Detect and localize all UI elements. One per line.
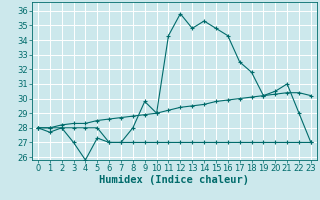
X-axis label: Humidex (Indice chaleur): Humidex (Indice chaleur) <box>100 175 249 185</box>
